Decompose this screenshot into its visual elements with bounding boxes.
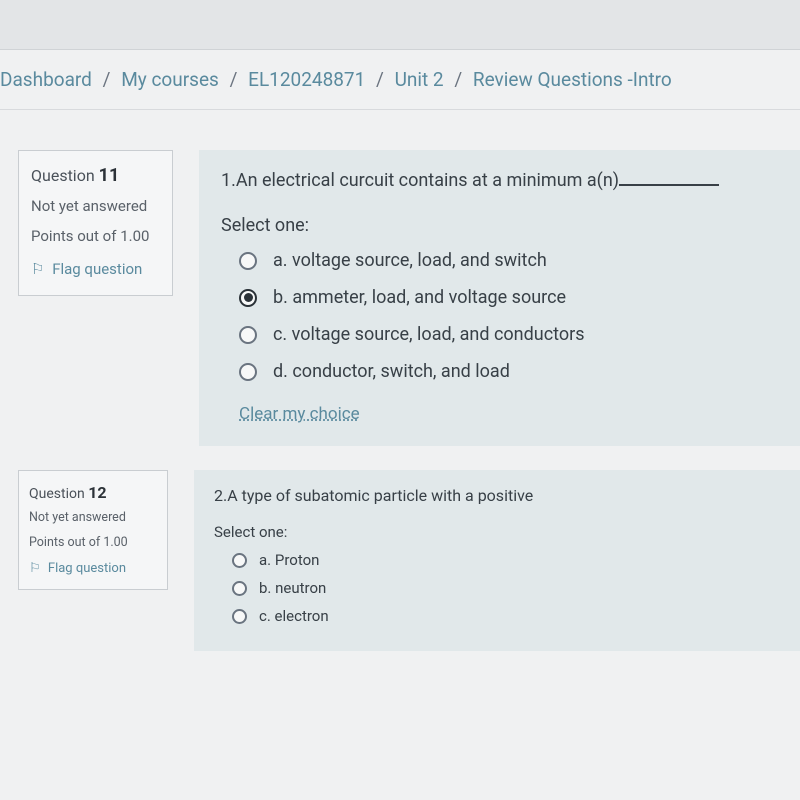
blank-line [619, 184, 719, 186]
radio-icon[interactable] [232, 609, 247, 624]
radio-icon[interactable] [239, 252, 257, 270]
breadcrumb-link[interactable]: My courses [121, 68, 219, 91]
option-label: b. neutron [259, 579, 326, 597]
option-a[interactable]: a. voltage source, load, and switch [239, 250, 778, 271]
topbar [0, 0, 800, 50]
radio-icon[interactable] [239, 326, 257, 344]
question-status: Not yet answered [31, 196, 160, 216]
option-d[interactable]: d. conductor, switch, and load [239, 361, 778, 382]
select-one-label: Select one: [221, 215, 778, 236]
breadcrumb-link[interactable]: Unit 2 [395, 68, 444, 91]
select-one-label: Select one: [214, 523, 780, 541]
option-a[interactable]: a. Proton [232, 551, 780, 569]
option-c[interactable]: c. voltage source, load, and conductors [239, 324, 778, 345]
radio-icon[interactable] [232, 581, 247, 596]
question-status: Not yet answered [29, 510, 157, 527]
question-body: 2.A type of subatomic particle with a po… [194, 470, 800, 651]
question-number-label: Question 12 [29, 483, 157, 502]
breadcrumb-separator: / [454, 68, 462, 91]
question-block: Question 11 Not yet answered Points out … [18, 150, 800, 446]
flag-icon: ⚐ [31, 260, 44, 278]
option-b[interactable]: b. neutron [232, 579, 780, 597]
options-list: a. voltage source, load, and switch b. a… [221, 250, 778, 382]
question-body: 1.An electrical curcuit contains at a mi… [199, 150, 800, 446]
option-label: a. Proton [259, 551, 319, 569]
flag-question-link[interactable]: ⚐ Flag question [31, 259, 160, 279]
question-text: 2.A type of subatomic particle with a po… [214, 486, 780, 505]
option-label: d. conductor, switch, and load [273, 361, 510, 382]
question-points: Points out of 1.00 [29, 535, 157, 552]
radio-icon[interactable] [232, 553, 247, 568]
question-info-panel: Question 12 Not yet answered Points out … [18, 470, 168, 590]
radio-icon[interactable] [239, 289, 257, 307]
breadcrumb-separator: / [376, 68, 384, 91]
options-list: a. Proton b. neutron c. electron [214, 551, 780, 625]
breadcrumb-separator: / [103, 68, 111, 91]
breadcrumb: Dashboard / My courses / EL120248871 / U… [0, 50, 800, 110]
flag-question-link[interactable]: ⚐ Flag question [29, 560, 157, 578]
content-area: Question 11 Not yet answered Points out … [0, 120, 800, 651]
flag-icon: ⚐ [29, 561, 41, 576]
option-c[interactable]: c. electron [232, 607, 780, 625]
option-label: b. ammeter, load, and voltage source [273, 287, 566, 308]
option-label: a. voltage source, load, and switch [273, 250, 547, 271]
breadcrumb-link[interactable]: Review Questions -Intro [473, 68, 672, 91]
option-label: c. electron [259, 607, 329, 625]
radio-icon[interactable] [239, 363, 257, 381]
question-info-panel: Question 11 Not yet answered Points out … [18, 150, 173, 296]
breadcrumb-link[interactable]: EL120248871 [248, 68, 365, 91]
breadcrumb-link[interactable]: Dashboard [0, 68, 92, 91]
question-text: 1.An electrical curcuit contains at a mi… [221, 170, 778, 191]
question-number-label: Question 11 [31, 165, 160, 186]
clear-choice-link[interactable]: Clear my choice [239, 404, 360, 424]
option-b[interactable]: b. ammeter, load, and voltage source [239, 287, 778, 308]
breadcrumb-separator: / [230, 68, 238, 91]
question-points: Points out of 1.00 [31, 226, 160, 246]
question-block: Question 12 Not yet answered Points out … [18, 470, 800, 651]
option-label: c. voltage source, load, and conductors [273, 324, 584, 345]
